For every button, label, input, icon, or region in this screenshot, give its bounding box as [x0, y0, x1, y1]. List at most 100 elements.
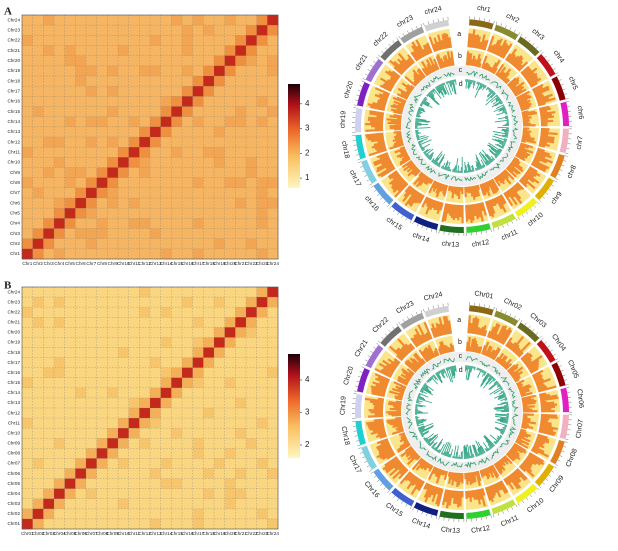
heatmap-cell	[118, 86, 129, 97]
heatmap-cell	[182, 418, 193, 429]
column-label: Chr18	[202, 531, 215, 536]
heatmap-cell	[32, 317, 44, 328]
heatmap-cell	[75, 157, 87, 168]
heatmap-cell	[224, 86, 236, 97]
heatmap-cell	[150, 198, 161, 209]
chromosome-label: Chr05	[566, 359, 579, 379]
chromosome-label: Chr15	[384, 502, 404, 519]
heatmap-cell	[182, 468, 193, 479]
heatmap-cell	[32, 397, 44, 409]
heatmap-cell	[139, 96, 151, 107]
column-label: Chr01	[21, 531, 34, 536]
heatmap-cell	[107, 478, 119, 489]
heatmap-cell	[86, 367, 97, 379]
chromosome-tick	[488, 19, 490, 23]
heatmap-cell	[182, 317, 193, 328]
heatmap-cell	[54, 408, 65, 419]
heatmap-cell	[75, 498, 87, 510]
heatmap-cell	[118, 137, 129, 148]
heatmap-cell	[107, 15, 119, 26]
heatmap-cell	[22, 187, 33, 199]
chromosome-tick	[561, 450, 565, 453]
heatmap-cell	[246, 106, 257, 117]
heatmap-cell	[182, 347, 193, 358]
heatmap-cell	[86, 337, 97, 348]
heatmap-cell	[214, 428, 225, 439]
heatmap-cell	[224, 238, 236, 250]
chromosome-tick	[369, 469, 373, 472]
heatmap-cell	[22, 397, 33, 409]
heatmap-cell	[235, 106, 247, 117]
heatmap-cell	[160, 65, 172, 77]
chromosome-tick	[423, 308, 425, 312]
heatmap-cell	[150, 438, 161, 449]
heatmap-cell	[246, 458, 257, 469]
heatmap-cell	[96, 55, 108, 67]
heatmap-cell	[150, 137, 161, 148]
track-label: a	[457, 31, 461, 38]
heatmap-cell	[160, 35, 172, 46]
heatmap-cell	[160, 518, 172, 530]
column-label: Chr4	[54, 261, 64, 266]
heatmap-cell	[224, 518, 236, 530]
heatmap-cell	[75, 408, 87, 419]
heatmap-cell	[64, 397, 76, 409]
heatmap-cell	[182, 367, 193, 379]
heatmap-cell	[203, 347, 215, 358]
heatmap-cell	[43, 157, 55, 168]
heatmap-cell	[256, 387, 268, 399]
heatmap-cell	[267, 488, 279, 500]
chromosome-tick	[558, 79, 562, 81]
heatmap-frame	[21, 14, 279, 260]
heatmap-cell	[256, 126, 268, 138]
heatmap-cell	[224, 307, 236, 318]
heatmap-cell	[32, 478, 44, 489]
heatmap-cell	[224, 287, 236, 298]
heatmap-cell	[150, 238, 161, 250]
heatmap-cell	[256, 76, 268, 87]
heatmap-cell	[235, 218, 247, 229]
heatmap-cell	[118, 45, 129, 56]
heatmap-cell	[182, 428, 193, 439]
heatmap-cell	[256, 187, 268, 199]
heatmap-cell	[118, 317, 129, 328]
heatmap-cell	[267, 377, 279, 389]
heatmap-cell	[171, 106, 183, 117]
heatmap-cell	[118, 198, 129, 209]
chromosome-tick	[355, 99, 359, 101]
heatmap-cell	[182, 248, 193, 260]
chromosome-label: chr23	[396, 14, 415, 29]
heatmap-cell	[54, 86, 65, 97]
heatmap-cell	[267, 35, 279, 46]
heatmap-cell	[64, 327, 76, 338]
heatmap-cell	[43, 327, 55, 338]
heatmap-cell	[214, 238, 225, 250]
heatmap-cell	[54, 317, 65, 328]
chromosome-tick	[564, 441, 568, 443]
heatmap-cell	[224, 55, 236, 67]
heatmap-cell	[32, 377, 44, 389]
heatmap-cell	[246, 248, 257, 260]
heatmap-cell	[128, 287, 140, 298]
heatmap-cell	[139, 327, 151, 338]
heatmap-cell	[150, 15, 161, 26]
heatmap-cell	[150, 65, 161, 77]
chromosome-tick	[493, 514, 495, 518]
heatmap-cell	[54, 177, 65, 189]
chromosome-label: Chr08	[565, 448, 579, 468]
chromosome-label: Chr07	[575, 419, 585, 439]
column-label: Chr07	[85, 531, 98, 536]
heatmap-cell	[182, 15, 193, 26]
heatmap-cell	[22, 167, 33, 178]
heatmap-cell	[43, 25, 55, 36]
heatmap-cell	[171, 126, 183, 138]
heatmap-cell	[118, 287, 129, 298]
chromosome-tick	[392, 40, 395, 44]
row-label: Chr23	[7, 299, 20, 304]
heatmap-cell	[54, 367, 65, 379]
heatmap-cell	[64, 55, 76, 67]
chromosome-tick	[377, 54, 381, 58]
heatmap-cell	[96, 307, 108, 318]
heatmap-cell	[54, 55, 65, 67]
chromosome-label: chr21	[354, 53, 369, 72]
